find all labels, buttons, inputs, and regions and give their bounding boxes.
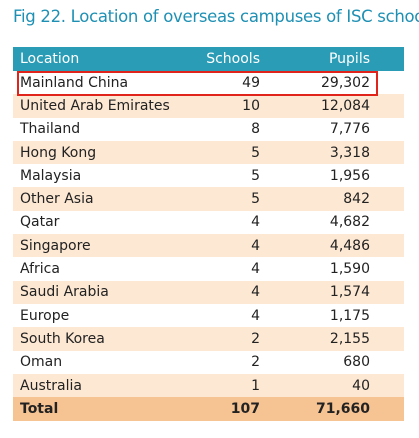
table-row: Thailand 8 7,776: [13, 118, 404, 141]
cell: 4: [251, 307, 260, 324]
cell: Oman: [20, 354, 63, 371]
cell: Malaysia: [20, 167, 82, 184]
cell: 4,486: [329, 237, 370, 254]
cell: Mainland China: [20, 74, 129, 91]
cell: 7,776: [329, 121, 370, 138]
cell: 842: [343, 191, 370, 208]
cell: Pupils: [328, 51, 370, 67]
cell: Total: [20, 401, 59, 418]
cell: United Arab Emirates: [20, 97, 170, 114]
table-row: Malaysia 5 1,956: [13, 164, 404, 187]
cell: 2,155: [329, 330, 370, 347]
cell: 4: [251, 284, 260, 301]
table-row: Hong Kong 5 3,318: [13, 140, 404, 165]
cell: 4,682: [329, 214, 370, 231]
cell: Schools: [206, 51, 260, 67]
cell: Location: [20, 51, 80, 67]
cell: Qatar: [20, 214, 60, 231]
cell: 4: [251, 237, 260, 254]
table-row: Qatar 4 4,682: [13, 211, 404, 234]
cell: Singapore: [20, 237, 91, 254]
cell: Saudi Arabia: [20, 284, 109, 301]
cell: 1,574: [329, 284, 370, 301]
cell: 12,084: [321, 97, 370, 114]
cell: South Korea: [20, 330, 105, 347]
cell: 29,302: [321, 74, 370, 91]
table-row: Europe 4 1,175: [13, 304, 404, 327]
cell: 1,956: [329, 167, 370, 184]
cell: Thailand: [20, 121, 81, 138]
table-row: United Arab Emirates 10 12,084: [13, 94, 404, 118]
cell: 4: [251, 261, 260, 278]
cell: 1: [251, 377, 260, 394]
cell: 3,318: [329, 144, 370, 161]
cell: 10: [242, 97, 260, 114]
cell: 5: [251, 167, 260, 184]
cell: 49: [242, 74, 260, 91]
table-row: South Korea 2 2,155: [13, 327, 404, 351]
cell: Hong Kong: [20, 144, 97, 161]
table-row: Mainland China 49 29,302: [13, 71, 404, 94]
table-row: Saudi Arabia 4 1,574: [13, 280, 404, 304]
cell: 1,175: [329, 307, 370, 324]
table-row: Oman 2 680: [13, 351, 404, 374]
cell: 5: [251, 191, 260, 208]
cell: 4: [251, 214, 260, 231]
cell: 680: [343, 354, 370, 371]
cell: 5: [251, 144, 260, 161]
table-row: Africa 4 1,590: [13, 257, 404, 280]
cell: Africa: [20, 261, 60, 278]
cell: 2: [251, 330, 260, 347]
cell: Europe: [20, 307, 70, 324]
table: Location Schools Pupils Mainland China 49 29,…: [13, 47, 404, 422]
table-row: Australia 1 40: [13, 373, 404, 398]
table-row: Other Asia 5 842: [13, 187, 404, 211]
cell: 1,590: [329, 261, 370, 278]
figure-title: Fig 22. Location of overseas campuses of…: [13, 7, 419, 26]
cell: 71,660: [315, 401, 370, 418]
cell: 107: [230, 401, 260, 418]
cell: Australia: [20, 377, 82, 394]
cell: 8: [251, 121, 260, 138]
cell: 40: [352, 377, 370, 394]
total-row: Total 107 71,660: [13, 397, 404, 422]
table-row: Singapore 4 4,486: [13, 234, 404, 258]
header-row: Location Schools Pupils: [13, 47, 404, 71]
cell: Other Asia: [20, 191, 94, 208]
cell: 2: [251, 354, 260, 371]
